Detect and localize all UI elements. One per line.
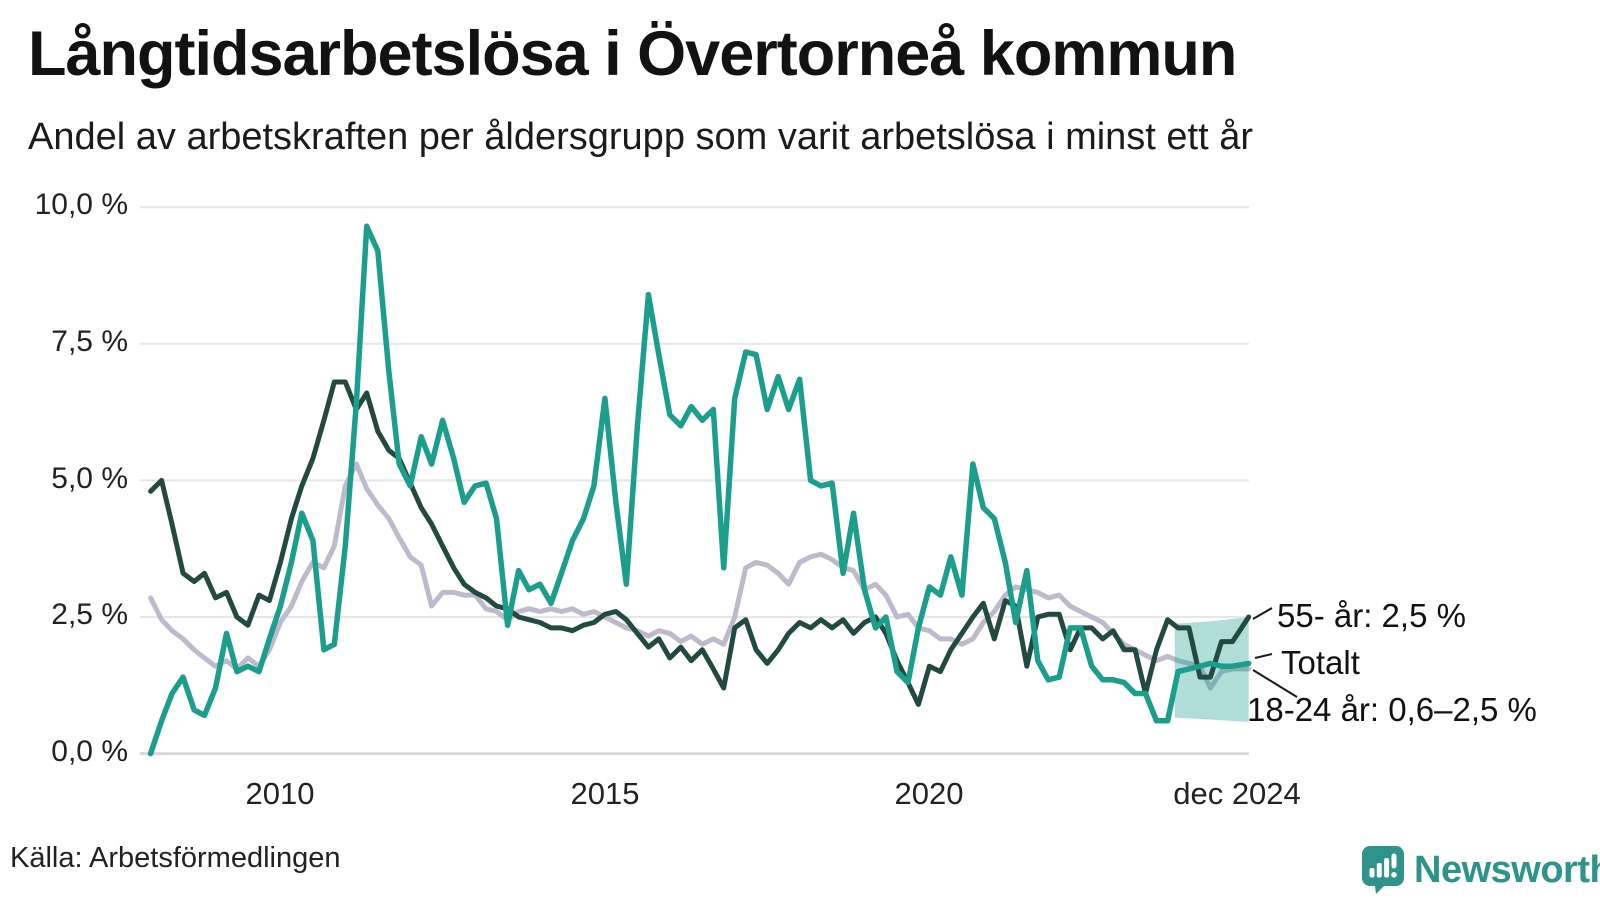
y-axis-tick-label: 2,5 % bbox=[51, 598, 128, 631]
annotation-totalt: Totalt bbox=[1281, 644, 1360, 681]
y-axis-tick-label: 5,0 % bbox=[51, 462, 128, 495]
x-axis-tick-label: 2010 bbox=[245, 776, 315, 811]
x-axis-tick-label: 2015 bbox=[570, 776, 640, 811]
newsworthy-logo: Newsworthy bbox=[1362, 846, 1600, 894]
x-axis-tick-label: 2020 bbox=[894, 776, 964, 811]
annotation-18-24-ar: 18-24 år: 0,6–2,5 % bbox=[1247, 691, 1537, 728]
newsworthy-bubble-chart-icon bbox=[1362, 846, 1404, 894]
page-title: Långtidsarbetslösa i Övertorneå kommun bbox=[28, 19, 1237, 89]
x-axis-tick-label: dec 2024 bbox=[1173, 776, 1301, 811]
annotation-55-ar: 55- år: 2,5 % bbox=[1277, 597, 1466, 634]
page-subtitle: Andel av arbetskraften per åldersgrupp s… bbox=[28, 116, 1254, 158]
newsworthy-wordmark: Newsworthy bbox=[1414, 848, 1600, 891]
y-axis-tick-label: 0,0 % bbox=[51, 735, 128, 768]
y-axis-tick-label: 10,0 % bbox=[34, 188, 128, 221]
y-axis-tick-label: 7,5 % bbox=[51, 325, 128, 358]
source-text: Källa: Arbetsförmedlingen bbox=[10, 842, 341, 874]
